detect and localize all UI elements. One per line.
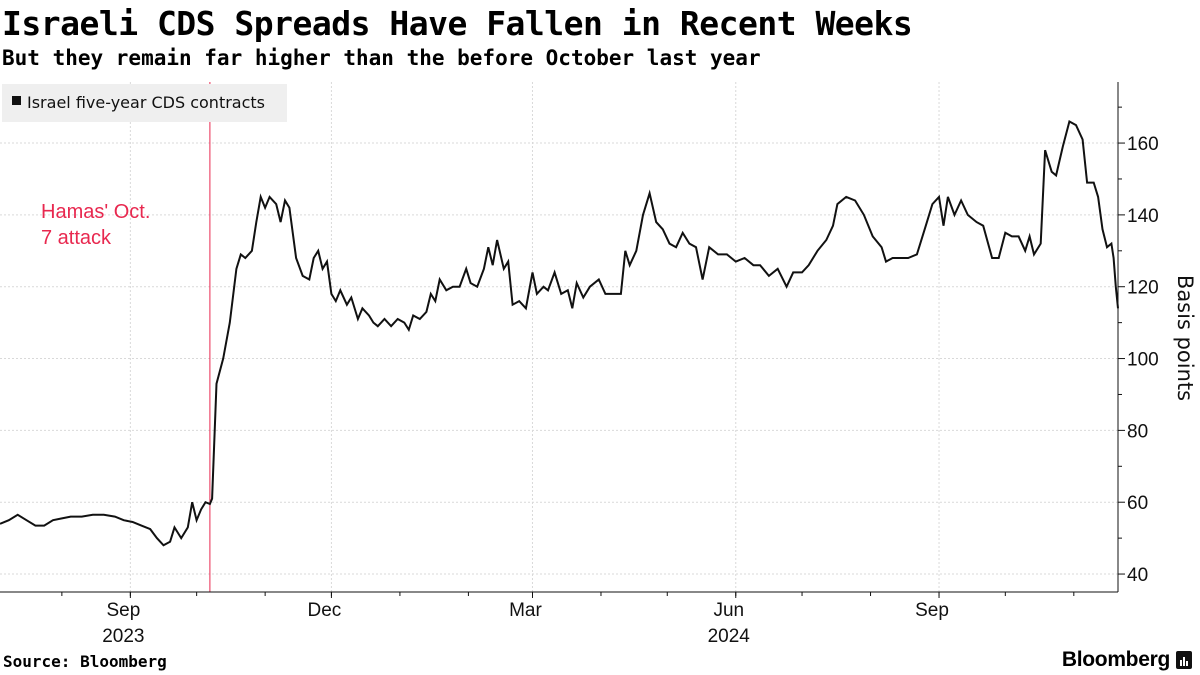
y-tick-label: 120 <box>1127 278 1159 299</box>
legend-label: Israel five-year CDS contracts <box>27 93 265 112</box>
chart-title: Israeli CDS Spreads Have Fallen in Recen… <box>2 4 913 43</box>
x-tick-label: Mar <box>509 600 542 621</box>
annotation-layer: Hamas' Oct. 7 attack <box>41 82 211 592</box>
axes: 40 60 80 100 120 140 160 Sep 2023 Dec Mar Jun 2024 Se… <box>0 82 1197 647</box>
y-tick-label: 140 <box>1127 206 1159 227</box>
chart-subtitle: But they remain far higher than the befo… <box>2 46 761 70</box>
bloomberg-icon <box>1176 651 1192 669</box>
y-tick-label: 40 <box>1127 565 1148 586</box>
legend-background <box>2 84 287 122</box>
x-tick-label: Dec <box>308 600 342 621</box>
y-tick-label: 160 <box>1127 134 1159 155</box>
gridlines <box>0 82 1118 592</box>
y-tick-label: 80 <box>1127 421 1148 442</box>
brand-logo: Bloomberg <box>1062 648 1192 672</box>
x-tick-label: Sep <box>915 600 949 621</box>
brand-name: Bloomberg <box>1061 648 1170 671</box>
x-tick-label: Sep <box>106 600 140 621</box>
x-year-label: 2023 <box>102 626 144 647</box>
x-year-label: 2024 <box>708 626 751 647</box>
y-tick-label: 100 <box>1127 350 1159 371</box>
annotation-text: 7 attack <box>41 227 112 249</box>
source-note: Source: Bloomberg <box>3 652 167 671</box>
annotation-text: Hamas' Oct. <box>41 201 150 223</box>
legend: Israel five-year CDS contracts <box>2 84 287 122</box>
y-axis-title: Basis points <box>1173 275 1197 401</box>
y-tick-label: 60 <box>1127 493 1148 514</box>
legend-swatch <box>12 96 21 105</box>
x-tick-label: Jun <box>713 600 744 621</box>
series-line-israel-cds <box>0 120 1119 547</box>
